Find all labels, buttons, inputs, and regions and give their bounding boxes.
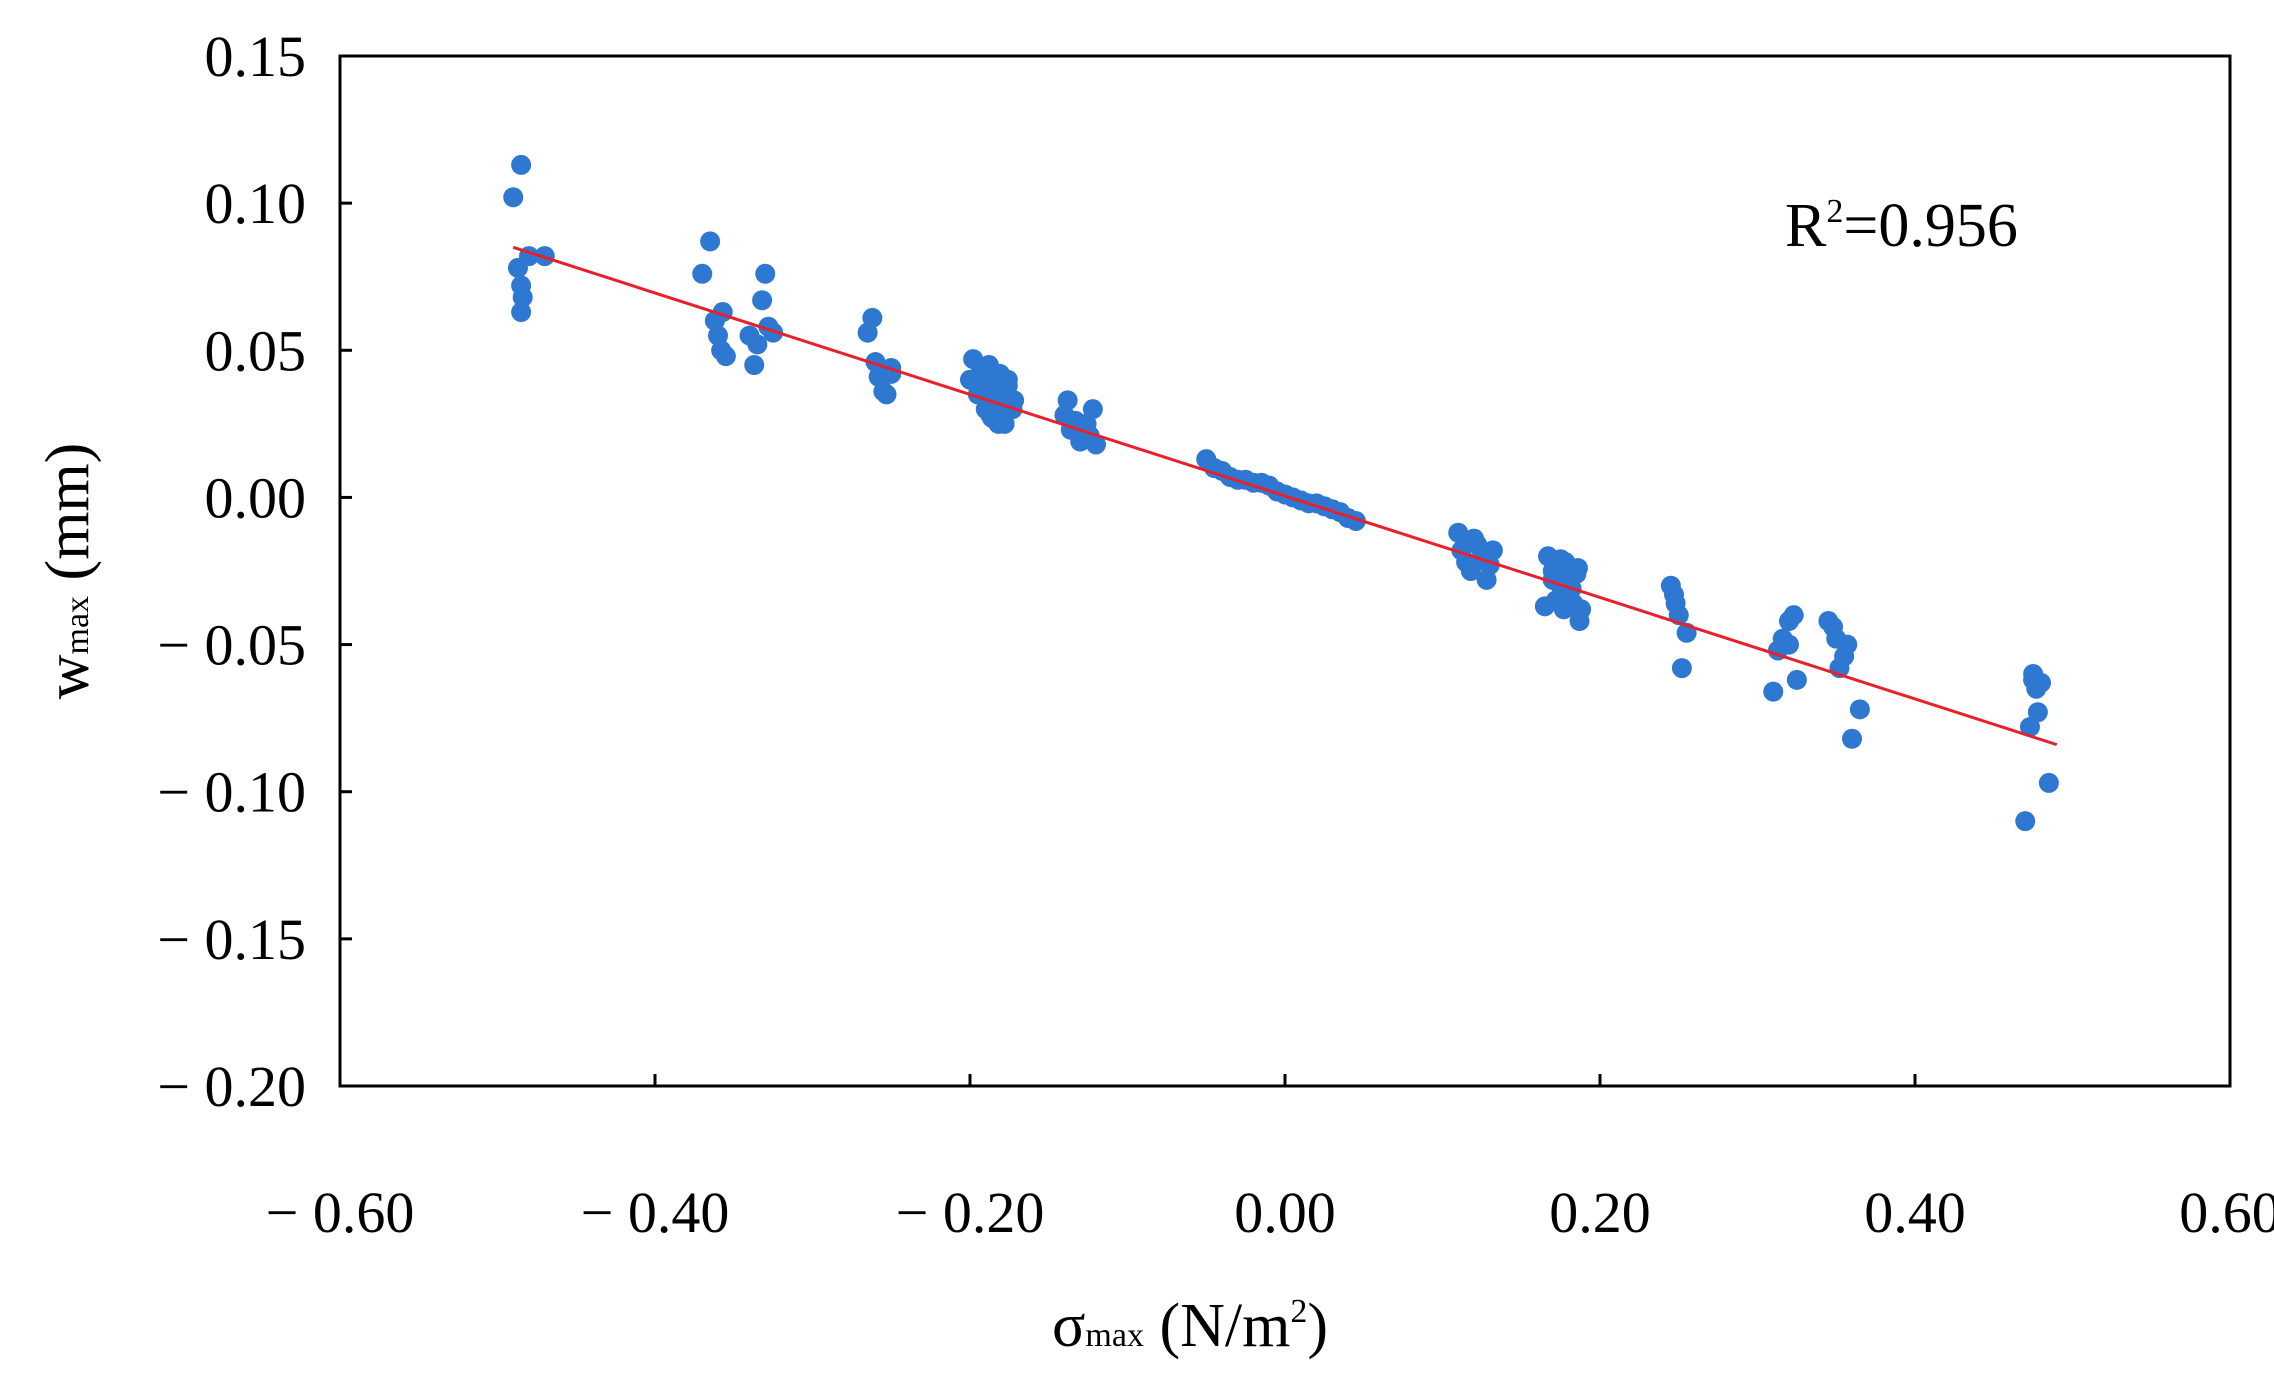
data-point [1763, 681, 1784, 702]
data-point [1448, 522, 1469, 543]
data-point [1783, 605, 1804, 626]
x-tick-label: 0.60 [2179, 1180, 2274, 1245]
y-tick-label: − 0.05 [157, 613, 306, 678]
data-point [1779, 634, 1799, 655]
data-point [763, 322, 784, 343]
data-point [2027, 702, 2048, 723]
data-point [1482, 540, 1503, 561]
data-point [1082, 399, 1103, 420]
data-point [692, 263, 713, 284]
data-point [512, 287, 533, 308]
x-tick-label: 0.20 [1549, 1180, 1651, 1245]
y-tick-label: 0.10 [205, 171, 307, 236]
data-point [1057, 390, 1078, 411]
data-point [511, 154, 532, 175]
y-axis-title: wmax (mm) [34, 443, 102, 700]
y-tick-label: − 0.10 [157, 760, 306, 825]
data-point [1837, 634, 1858, 655]
y-tick-label: − 0.20 [157, 1054, 306, 1119]
data-point [1842, 728, 1862, 749]
data-point [1460, 561, 1481, 581]
data-point [1849, 699, 1870, 720]
x-tick-label: − 0.20 [896, 1180, 1045, 1245]
data-point [1571, 599, 1592, 620]
y-tick-label: 0.00 [205, 465, 307, 530]
data-point [862, 307, 883, 328]
data-point [744, 355, 765, 375]
y-tick-label: − 0.15 [157, 907, 306, 972]
data-point [715, 346, 736, 367]
trendline [512, 245, 2058, 747]
data-point [2019, 716, 2040, 737]
y-tick-label: 0.15 [205, 24, 307, 89]
data-point [700, 231, 721, 252]
data-point [1567, 558, 1588, 579]
y-axis-ticks: 0.15 0.10 0.05 0.00 − 0.05 − 0.10 − 0.15 − 0.20 [157, 24, 352, 1119]
data-point [747, 334, 768, 355]
data-point [876, 384, 897, 405]
x-tick-label: − 0.60 [266, 1180, 415, 1245]
x-axis-ticks: − 0.60 − 0.40 − 0.20 0.00 0.20 0.40 0.60 [266, 1074, 2274, 1245]
x-tick-label: 0.40 [1864, 1180, 1966, 1245]
data-point [2038, 772, 2059, 793]
data-point [511, 302, 532, 323]
data-point [1671, 658, 1692, 679]
data-point [503, 187, 524, 208]
x-tick-label: 0.00 [1234, 1180, 1336, 1245]
data-point [2023, 669, 2044, 690]
x-axis-title: σmax (N/m2) [1052, 1292, 1328, 1360]
data-point [1004, 390, 1025, 411]
data-point [755, 263, 776, 284]
r-squared-annotation: R2=0.956 [1785, 192, 2018, 260]
data-point [1786, 669, 1807, 690]
data-points [503, 154, 2059, 832]
data-point [2015, 811, 2036, 832]
x-tick-label: − 0.40 [581, 1180, 730, 1245]
data-point [1086, 434, 1106, 455]
y-tick-label: 0.05 [205, 318, 307, 383]
data-point [752, 290, 773, 311]
